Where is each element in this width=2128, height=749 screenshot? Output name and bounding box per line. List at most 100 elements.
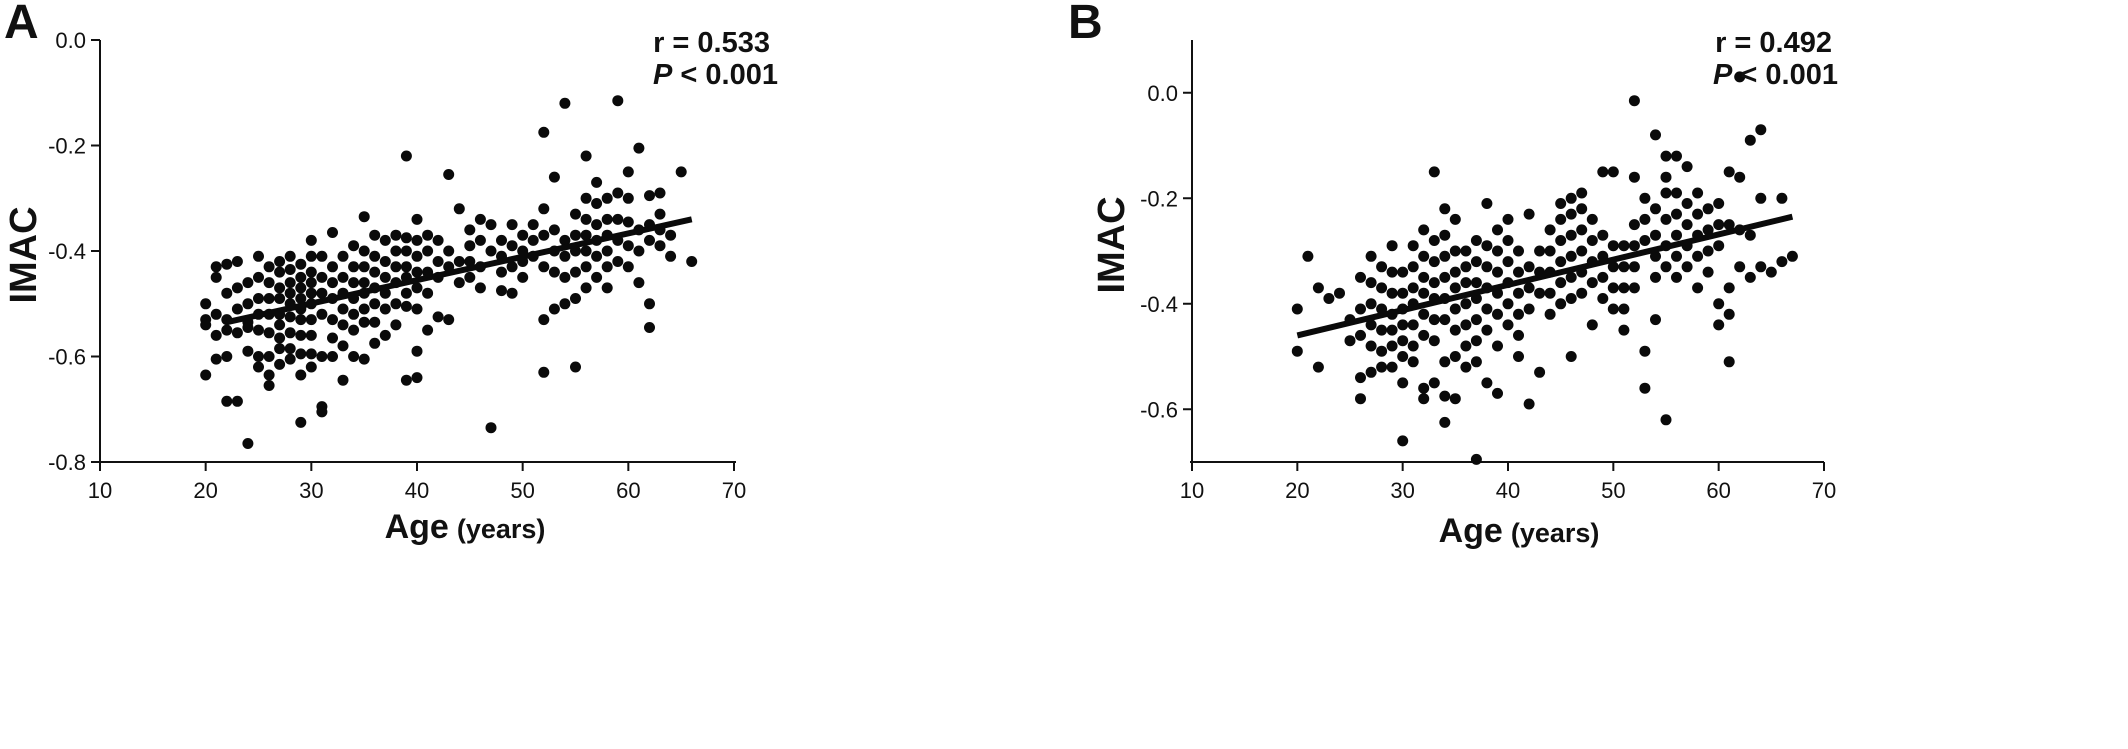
data-point	[411, 372, 423, 384]
data-point	[538, 126, 550, 138]
data-point	[358, 211, 370, 223]
data-point	[538, 366, 550, 378]
data-point	[327, 277, 338, 289]
data-point	[316, 351, 328, 362]
data-point	[1376, 345, 1388, 357]
data-point	[1365, 277, 1377, 289]
data-point	[1428, 335, 1440, 347]
data-point	[1723, 356, 1735, 368]
data-point	[1418, 382, 1430, 394]
data-point	[1523, 303, 1535, 315]
data-point	[622, 216, 634, 228]
data-point	[1650, 129, 1661, 141]
data-point	[464, 256, 476, 267]
data-point	[474, 213, 486, 225]
data-point	[295, 416, 307, 428]
data-point	[305, 287, 317, 299]
data-point	[1355, 372, 1366, 384]
data-point	[601, 282, 613, 294]
data-point	[1418, 287, 1430, 299]
data-point	[559, 234, 571, 246]
data-point	[1628, 95, 1640, 107]
y-tick-label: -0.8	[48, 450, 86, 475]
data-point	[1376, 261, 1388, 273]
data-point	[432, 256, 444, 267]
data-point	[1565, 208, 1577, 220]
data-point	[1439, 229, 1451, 241]
data-point	[200, 369, 212, 381]
data-point	[570, 361, 581, 373]
data-point	[390, 261, 402, 273]
data-point	[1544, 287, 1556, 299]
data-point	[570, 208, 581, 220]
data-point	[1376, 361, 1388, 373]
data-point	[1755, 124, 1767, 136]
data-point	[1460, 340, 1472, 352]
data-point	[1344, 335, 1356, 347]
data-point	[591, 271, 603, 283]
data-point	[1418, 393, 1430, 405]
y-tick-label: 0.0	[55, 28, 86, 53]
data-point	[1607, 303, 1619, 315]
data-point	[1492, 340, 1503, 352]
data-point	[263, 351, 275, 362]
data-point	[1597, 166, 1609, 178]
data-point	[295, 282, 307, 294]
data-point	[411, 250, 423, 262]
data-point	[1291, 345, 1303, 357]
data-point	[622, 166, 634, 178]
trendline-b	[1296, 213, 1794, 339]
data-point	[210, 271, 222, 283]
data-point	[1786, 250, 1798, 262]
data-point	[1407, 282, 1419, 294]
data-point	[1671, 150, 1682, 162]
data-point	[1470, 335, 1482, 347]
p-text-a: < 0.001	[672, 59, 778, 91]
y-axis-label-b: IMAC	[1091, 196, 1133, 293]
data-point	[358, 353, 370, 365]
data-point	[358, 245, 370, 257]
data-point	[1618, 240, 1630, 252]
data-point	[1671, 229, 1682, 241]
data-point	[1744, 271, 1756, 283]
data-point	[284, 311, 296, 323]
scatter-plot-b: B 0.0 -0.2 -0.4 -0.6 10 20 30 40 50 60 70 IMAC Ag…	[1068, 0, 1838, 550]
data-point	[474, 234, 486, 246]
data-point	[559, 250, 571, 262]
p-value-b: P < 0.001	[1713, 59, 1838, 91]
data-point	[379, 271, 391, 283]
data-point	[284, 287, 296, 299]
data-point	[1407, 340, 1419, 352]
data-point	[548, 303, 560, 315]
data-point	[570, 266, 581, 278]
data-point	[231, 327, 243, 339]
data-point	[305, 234, 317, 246]
x-tick-label: 40	[1496, 478, 1520, 503]
data-point	[1523, 261, 1535, 273]
data-point	[1386, 287, 1398, 299]
data-point	[612, 213, 624, 225]
data-point	[1607, 261, 1619, 273]
data-point	[242, 277, 254, 289]
data-point	[316, 406, 328, 418]
data-point	[1702, 266, 1714, 278]
x-axis-label-main-a: Age	[385, 508, 449, 546]
data-point	[337, 374, 349, 386]
r-value-b: r = 0.492	[1715, 27, 1832, 59]
data-point	[295, 314, 307, 326]
data-point	[1365, 366, 1377, 378]
data-point	[1513, 266, 1524, 278]
data-point	[633, 142, 645, 154]
data-point	[337, 303, 349, 315]
data-point	[1418, 271, 1430, 283]
data-point	[1628, 240, 1640, 252]
data-point	[1628, 219, 1640, 231]
data-point	[1576, 245, 1588, 257]
data-point	[1460, 319, 1472, 331]
data-point	[1692, 282, 1704, 294]
data-point	[464, 271, 476, 283]
data-point	[1449, 393, 1461, 405]
data-point	[1597, 271, 1609, 283]
data-point	[1502, 319, 1514, 331]
x-tick-label: 50	[1601, 478, 1625, 503]
